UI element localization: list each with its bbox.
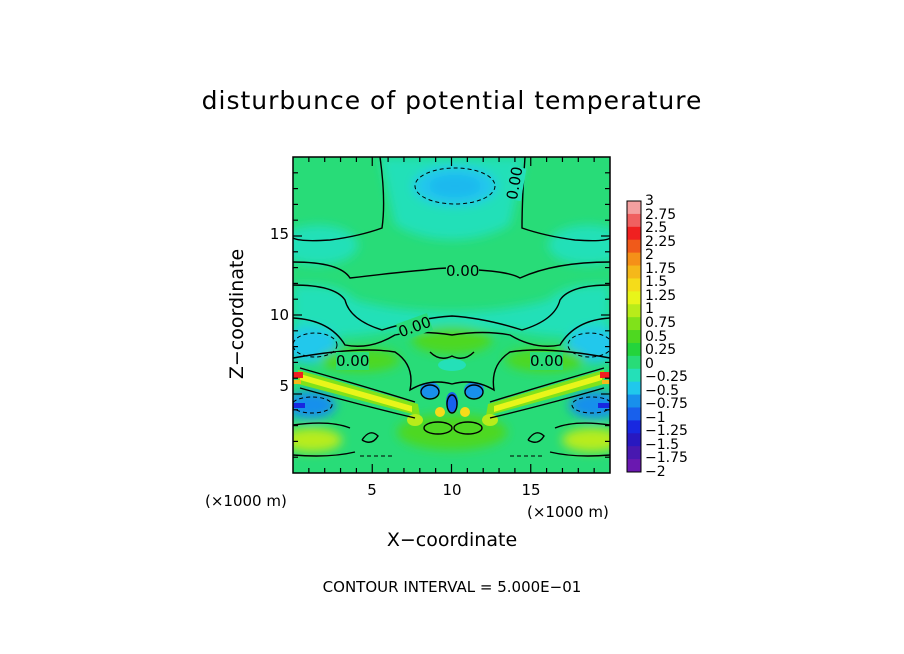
colorbar-label: −2 — [645, 464, 666, 480]
colorbar-swatch — [627, 381, 641, 396]
chart-title: disturbunce of potential temperature — [201, 86, 703, 115]
axis-ticks — [293, 157, 610, 473]
colorbar-swatch — [627, 239, 641, 254]
colorbar-swatch — [627, 213, 641, 228]
colorbar-swatch — [627, 226, 641, 241]
colorbar-frame — [626, 200, 642, 473]
y-tick-label: 15 — [269, 225, 289, 243]
colorbar-swatch — [627, 291, 641, 305]
colorbar-label: 2.75 — [645, 206, 677, 223]
colorbar-label: 2.25 — [645, 233, 677, 250]
x-unit-label-left: (×1000 m) — [205, 492, 287, 510]
colorbar-swatch — [627, 446, 641, 460]
colorbar-label: 1.25 — [645, 287, 677, 304]
x-axis-label: X−coordinate — [386, 529, 518, 551]
contour-label: 0.00 — [530, 352, 564, 370]
colorbar-swatch — [627, 265, 641, 279]
colorbar-swatch — [627, 330, 641, 344]
colorbar-label: 1.5 — [645, 274, 668, 291]
colorbar-label: −1.75 — [645, 450, 688, 467]
colorbar-swatch — [627, 355, 641, 370]
contour-label: 0.00 — [336, 352, 370, 370]
colorbar-label: 0.25 — [645, 342, 677, 359]
colorbar-label: −0.25 — [645, 369, 688, 386]
colorbar-label: 0 — [645, 355, 654, 372]
colorbar-swatch — [627, 433, 641, 447]
contour-label: 0.00 — [446, 262, 480, 280]
colorbar-label: −1.5 — [645, 436, 679, 453]
colorbar-label: −0.5 — [645, 382, 679, 399]
colorbar-swatch — [627, 459, 641, 473]
x-tick-label: 15 — [521, 481, 541, 499]
colorbar-swatch — [627, 252, 641, 267]
colorbar-swatch — [627, 342, 641, 357]
colorbar-label: −0.75 — [645, 396, 688, 413]
y-tick-label: 10 — [269, 306, 289, 324]
colorbar-swatch — [627, 317, 641, 331]
colorbar-swatch — [627, 278, 641, 292]
x-tick-label: 10 — [442, 481, 462, 499]
negative-contours — [293, 167, 610, 457]
x-unit-label-right: (×1000 m) — [527, 503, 609, 521]
colorbar-label: 2 — [645, 247, 654, 264]
colorbar-label: −1 — [645, 409, 666, 426]
colorbar-swatch — [627, 420, 641, 434]
contour-interval-note: CONTOUR INTERVAL = 5.000E−01 — [322, 578, 582, 596]
colorbar — [627, 201, 641, 473]
colorbar-label: 1 — [645, 301, 654, 318]
colorbar-label: 0.75 — [645, 314, 677, 331]
colorbar-swatch — [627, 394, 641, 408]
colorbar-label: 3 — [645, 193, 654, 209]
colorbar-swatch — [627, 407, 641, 421]
colorbar-swatch — [627, 304, 641, 318]
x-tick-label: 5 — [367, 481, 377, 499]
colorbar-label: 2.5 — [645, 220, 668, 237]
colorbar-swatch — [627, 201, 641, 215]
y-tick-label: 5 — [279, 377, 289, 395]
colorbar-label: 1.75 — [645, 260, 677, 277]
colorbar-label: −1.25 — [645, 423, 688, 440]
colorbar-swatch — [627, 368, 641, 383]
colorbar-label: 0.5 — [645, 328, 668, 345]
contour-fill — [293, 157, 610, 473]
